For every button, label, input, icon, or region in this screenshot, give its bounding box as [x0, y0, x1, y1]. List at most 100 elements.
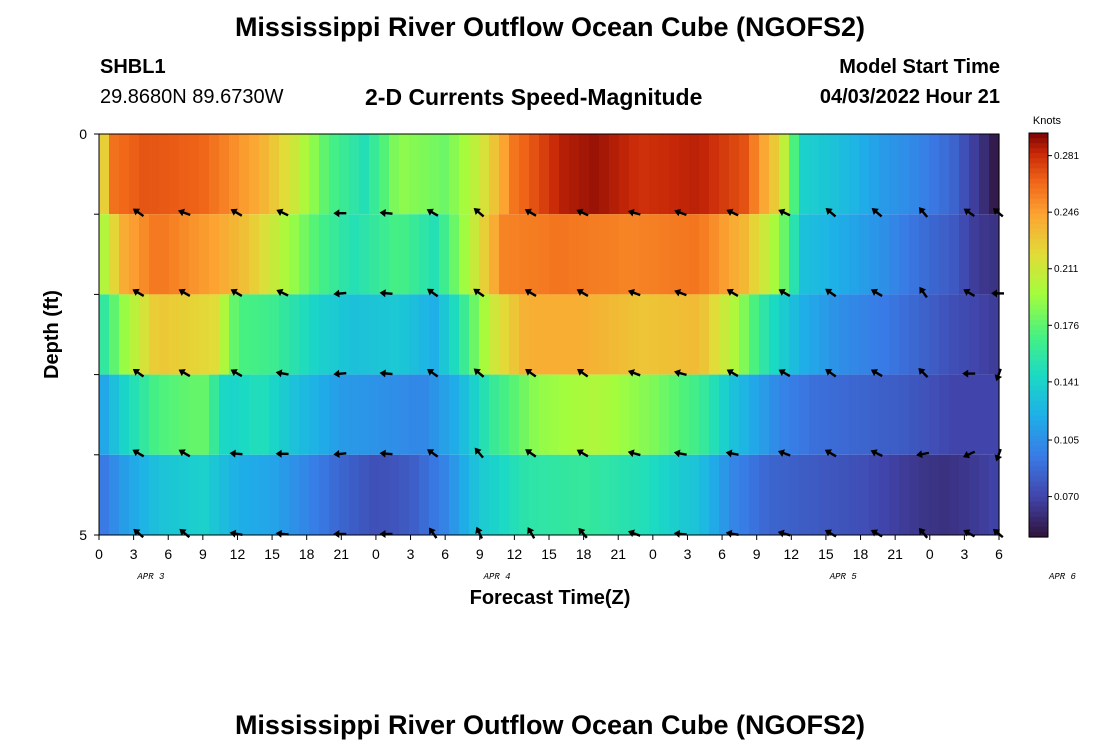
current-vector	[474, 447, 484, 459]
heatmap-cell	[149, 294, 160, 375]
heatmap-cell	[569, 454, 580, 535]
x-tick-label: 15	[818, 546, 834, 562]
heatmap-cell	[369, 294, 380, 375]
heatmap-cell	[739, 454, 750, 535]
heatmap-cell	[279, 294, 290, 375]
heatmap-cell	[419, 214, 430, 295]
heatmap-cell	[789, 454, 800, 535]
heatmap-cell	[429, 134, 440, 215]
heatmap-cell	[359, 134, 370, 215]
heatmap-cell	[919, 454, 930, 535]
vector-head	[963, 288, 971, 296]
heatmap-cell	[709, 214, 720, 295]
x-tick-label: 3	[407, 546, 415, 562]
heatmap-cell	[909, 134, 920, 215]
heatmap-cell	[619, 134, 630, 215]
colorbar-segment	[1029, 178, 1048, 185]
heatmap-cell	[199, 134, 210, 215]
heatmap-cell	[919, 294, 930, 375]
heatmap-cell	[939, 134, 950, 215]
heatmap-cell	[489, 214, 500, 295]
heatmap-cell	[799, 214, 810, 295]
heatmap-cell	[659, 374, 670, 455]
current-vector	[178, 288, 191, 297]
heatmap-cell	[539, 294, 550, 375]
current-vector	[333, 209, 347, 218]
heatmap-cell	[959, 214, 970, 295]
heatmap-cell	[459, 214, 470, 295]
heatmap-cell	[969, 374, 980, 455]
heatmap-cell	[489, 454, 500, 535]
heatmap-cell	[759, 134, 770, 215]
heatmap-cell	[479, 454, 490, 535]
vector-head	[333, 530, 340, 538]
heatmap-cell	[519, 374, 530, 455]
current-vector	[275, 369, 289, 378]
vector-head	[525, 369, 533, 376]
heatmap-cell	[419, 294, 430, 375]
vector-head	[427, 369, 435, 376]
heatmap-cell	[569, 214, 580, 295]
x-tick-label: 3	[130, 546, 138, 562]
heatmap-cell	[99, 214, 110, 295]
heatmap-cell	[779, 374, 790, 455]
colorbar-segment	[1029, 198, 1048, 205]
heatmap-cell	[379, 134, 390, 215]
heatmap-cell	[239, 294, 250, 375]
colorbar-segment	[1029, 208, 1048, 215]
heatmap-cell	[209, 374, 220, 455]
heatmap-cell	[889, 454, 900, 535]
heatmap-cell	[739, 374, 750, 455]
current-vector	[524, 288, 537, 297]
current-vector	[132, 288, 145, 297]
current-vector	[178, 369, 191, 378]
heatmap-cell	[169, 134, 180, 215]
current-vector	[777, 449, 791, 457]
current-vector	[919, 286, 928, 299]
heatmap-cell	[339, 374, 350, 455]
heatmap-cell	[929, 374, 940, 455]
heatmap-cell	[629, 374, 640, 455]
heatmap-cell	[109, 454, 120, 535]
heatmap-cell	[469, 294, 480, 375]
current-vector	[427, 449, 439, 458]
heatmap-cell	[199, 294, 210, 375]
heatmap-cell	[339, 214, 350, 295]
heatmap-cell	[789, 214, 800, 295]
current-vector	[627, 288, 641, 297]
x-tick-label: 12	[507, 546, 523, 562]
colorbar-frame	[1028, 132, 1049, 538]
heatmap-cell	[559, 454, 570, 535]
heatmap-cell	[159, 454, 170, 535]
heatmap-cell	[799, 294, 810, 375]
colorbar-segment	[1029, 516, 1048, 523]
heatmap-cell	[499, 214, 510, 295]
heatmap-cell	[719, 214, 730, 295]
heatmap-cell	[529, 454, 540, 535]
heatmap-cell	[389, 294, 400, 375]
vector-head	[275, 529, 282, 538]
heatmap-cell	[709, 294, 720, 375]
heatmap-cell	[899, 134, 910, 215]
heatmap-cell	[159, 294, 170, 375]
heatmap-cell	[769, 374, 780, 455]
heatmap-cell	[579, 454, 590, 535]
x-tick-label: 3	[684, 546, 692, 562]
vector-head	[870, 288, 879, 296]
colorbar-segment	[1029, 309, 1048, 316]
vector-head	[429, 527, 436, 535]
heatmap-cell	[509, 214, 520, 295]
heatmap-cell	[609, 374, 620, 455]
heatmap-cell	[989, 454, 1000, 535]
vector-head	[276, 288, 284, 297]
heatmap-cell	[339, 134, 350, 215]
heatmap-cell	[849, 454, 860, 535]
colorbar-segment	[1029, 425, 1048, 432]
current-vector	[824, 529, 837, 538]
vector-head	[726, 369, 734, 377]
colorbar-segment	[1029, 345, 1048, 351]
heatmap-cell	[859, 214, 870, 295]
colorbar-segment	[1029, 228, 1048, 235]
heatmap-cell	[759, 214, 770, 295]
heatmap-cell	[299, 134, 310, 215]
